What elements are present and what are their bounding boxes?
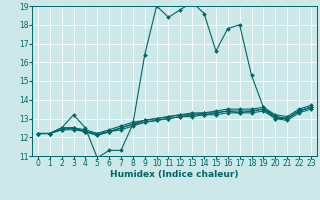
X-axis label: Humidex (Indice chaleur): Humidex (Indice chaleur) bbox=[110, 170, 239, 179]
